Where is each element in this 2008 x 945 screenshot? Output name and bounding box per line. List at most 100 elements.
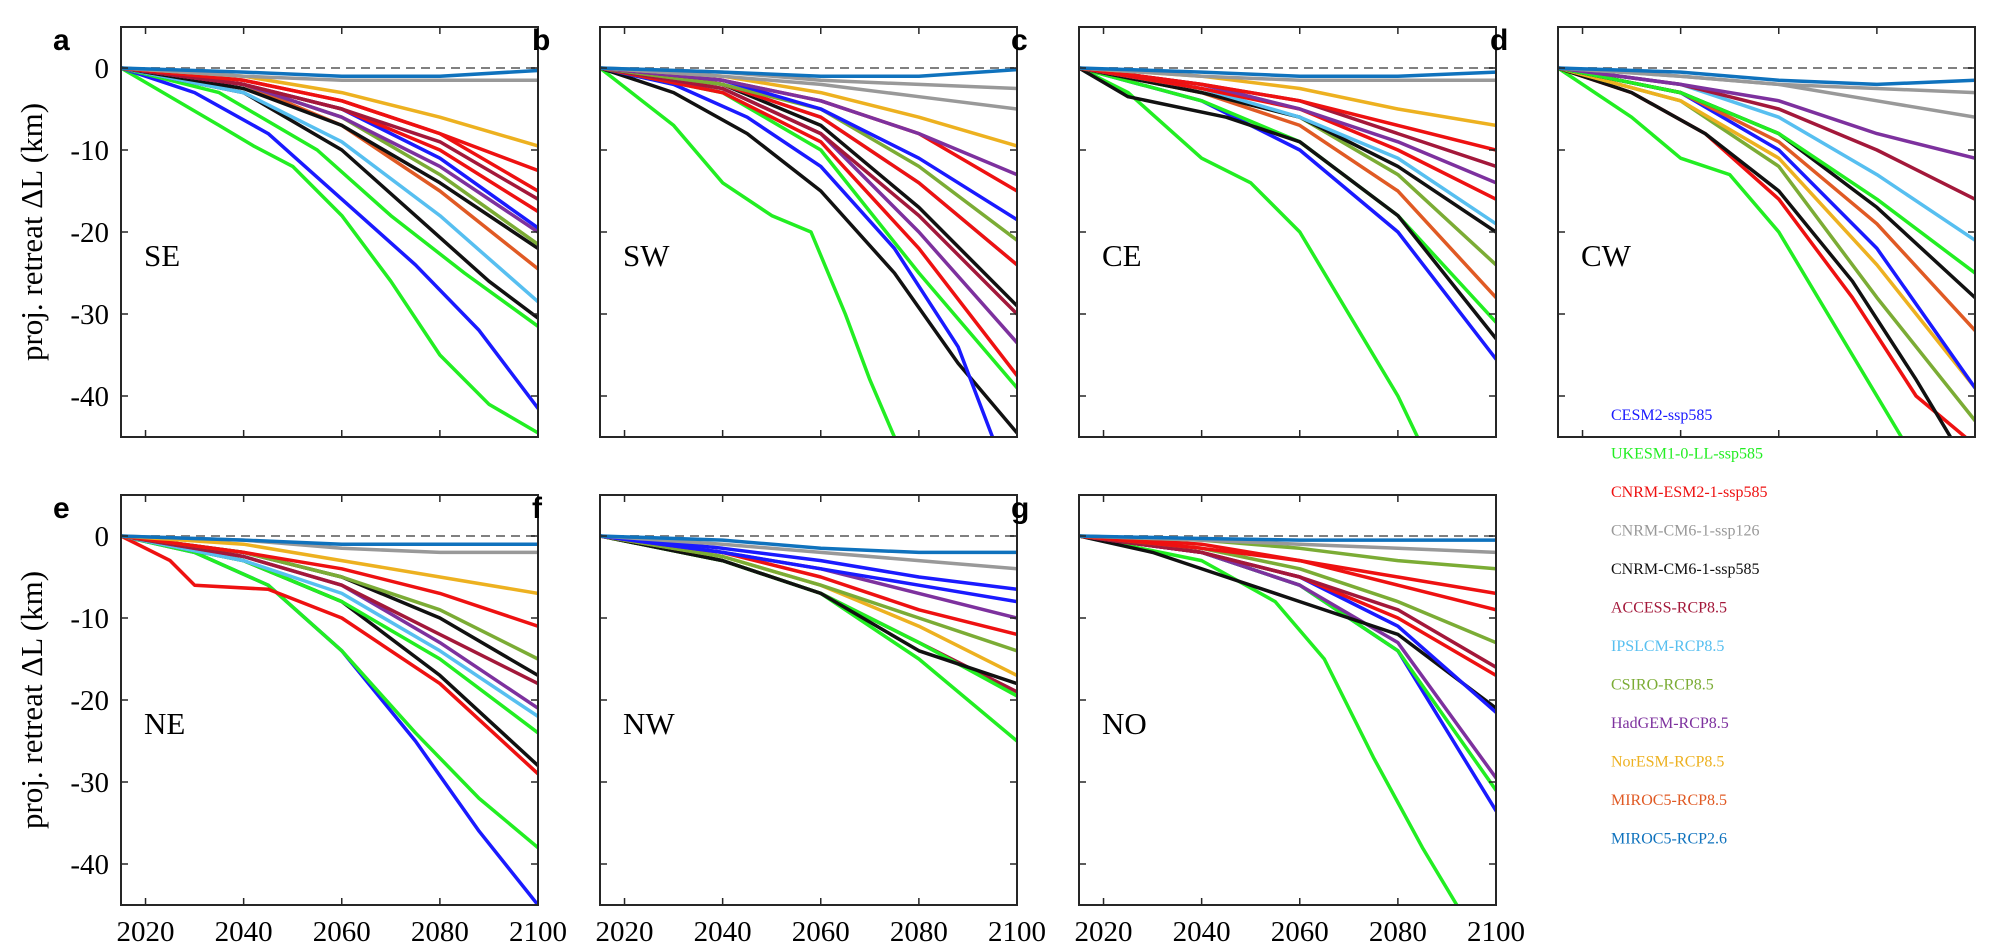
series-line-ukesm1-0-ll-ssp585 [121,66,538,329]
series-line-hadgem-rcp8-5 [600,66,1017,345]
panel-letter: e [53,492,70,525]
series-line-miroc5-rcp2-6 [1558,66,1975,87]
panel-nw: 2020 2040 2060 2080 2100 f NW [532,492,1046,945]
series-line-access-rcp8-5 [121,534,538,686]
series-line-miroc5-rcp2-6 [1079,66,1496,78]
legend-entry: IPSLCM-RCP8.5 [1611,638,1724,655]
series-line-access-rcp8-5 [600,66,1017,316]
series-line-ipslcm-rcp8-5 [121,534,538,719]
y-tick-label: -20 [70,217,109,249]
panel-letter: a [53,24,70,57]
legend-entry: NorESM-RCP8.5 [1611,754,1724,771]
series-group [1079,534,1496,905]
series-line-cesm2-ssp585 [1079,534,1496,813]
x-tick-label: 2100 [509,916,567,945]
series-line-access-rcp8-5 [1079,534,1496,669]
series-group [121,66,538,435]
series-line-cesm2-ssp585 [1079,66,1496,361]
panel-letter: b [532,24,550,57]
series-line-miroc5-rcp2-6 [1079,534,1496,542]
series-line-miroc5-rcp2-6 [600,66,1017,78]
x-tick-label: 2100 [988,916,1046,945]
legend-entry: UKESM1-0-LL-ssp585 [1611,446,1763,463]
series-line-csiro-rcp8-5 [1079,534,1496,645]
series-line-access-rcp8-5 [1079,66,1496,169]
region-label: CE [1102,238,1142,273]
x-tick-label: 2040 [694,916,752,945]
series-line-cesm2-ssp585 [600,534,1017,592]
x-tick-label: 2020 [1075,916,1133,945]
x-tick-label: 2020 [596,916,654,945]
legend-entry: ACCESS-RCP8.5 [1611,600,1727,617]
axes-frame [599,494,1018,906]
series-line-cnrm-cm6-1-ssp585 [1079,534,1496,710]
y-tick-label: -30 [70,299,109,331]
region-label: NE [144,706,185,741]
series-line-cesm2-ssp585 [121,66,538,411]
y-axis-label: proj. retreat ΔL (km) [14,571,49,829]
legend-entry: CESM2-ssp585 [1611,407,1712,424]
panel-cw: d CW [1490,24,1976,438]
series-line-hadgem-rcp8-5 [121,534,538,710]
series-line-ukesm1-0-ll-ssp585 [1558,66,1904,437]
series-line-cnrm-cm6-1-ssp585 [600,66,1017,435]
x-tick-label: 2100 [1467,916,1525,945]
series-line-csiro-rcp8-5 [600,534,1017,653]
series-group [600,66,1017,437]
legend-entry: CNRM-CM6-1-ssp585 [1611,561,1759,578]
series-line-cnrm-cm6-1-ssp126 [1558,66,1975,95]
series-line-cnrm-esm2-1-ssp585 [600,66,1017,378]
series-group [600,534,1017,743]
region-label: CW [1581,238,1632,273]
series-line-ukesm1-0-ll-ssp585 [1079,66,1420,437]
series-line-cnrm-cm6-1-ssp126 [600,534,1017,571]
panel-se: 0 -10 -20 -30 -40 a SE proj. retreat ΔL (km) [14,24,539,438]
x-tick-label: 2060 [792,916,850,945]
panel-no: 2020 2040 2060 2080 2100 g NO [1011,492,1525,945]
y-tick-label: 0 [95,53,110,85]
region-label: NO [1102,706,1147,741]
series-line-miroc5-rcp2-6 [600,534,1017,555]
axes-frame [120,494,539,906]
x-tick-label: 2080 [411,916,469,945]
series-line-cnrm-esm2-1-ssp585 [1079,534,1496,596]
series-line-cnrm-cm6-1-ssp585 [600,534,1017,686]
series-group [1558,66,1975,437]
y-tick-label: -40 [70,381,109,413]
x-tick-label: 2080 [1369,916,1427,945]
y-tick-label: -10 [70,603,109,635]
series-line-ukesm1-0-ll-ssp585 [600,66,897,437]
series-line-cesm2-ssp585 [600,534,1017,604]
panel-sw: b SW [532,24,1018,438]
series-line-noresm-rcp8-5 [1558,66,1975,390]
y-tick-label: 0 [95,521,110,553]
legend-entry: HadGEM-RCP8.5 [1611,715,1729,732]
series-line-hadgem-rcp8-5 [600,66,1017,177]
y-tick-label: -40 [70,849,109,881]
panel-letter: d [1490,24,1508,57]
series-line-hadgem-rcp8-5 [1558,66,1975,160]
x-tick-label: 2080 [890,916,948,945]
panels: 0 -10 -20 -30 -40 a SE proj. retreat ΔL (km) b SW… [14,24,1976,945]
x-tick-label: 2060 [1271,916,1329,945]
series-line-miroc5-rcp2-6 [121,66,538,78]
legend: CESM2-ssp585 UKESM1-0-LL-ssp585 CNRM-ESM2-… [1611,407,1767,848]
x-tick-label: 2020 [117,916,175,945]
series-line-cnrm-esm2-1-ssp585 [121,66,538,173]
series-group [121,534,538,905]
panel-letter: g [1011,492,1029,525]
legend-entry: CNRM-CM6-1-ssp126 [1611,523,1759,540]
series-line-access-rcp8-5 [121,66,538,201]
series-line-cnrm-esm2-1-ssp585 [121,534,538,776]
panel-ce: c CE [1011,24,1497,438]
y-tick-label: -30 [70,767,109,799]
series-line-cnrm-cm6-1-ssp585 [1079,66,1496,341]
series-line-cnrm-esm2-1-ssp585 [1079,66,1496,152]
series-line-cnrm-cm6-1-ssp126 [121,66,538,83]
x-tick-label: 2040 [215,916,273,945]
legend-entry: MIROC5-RCP8.5 [1611,792,1727,809]
series-line-cnrm-cm6-1-ssp126 [1079,66,1496,83]
series-line-ipslcm-rcp8-5 [121,66,538,304]
series-line-miroc5-rcp2-6 [121,534,538,546]
